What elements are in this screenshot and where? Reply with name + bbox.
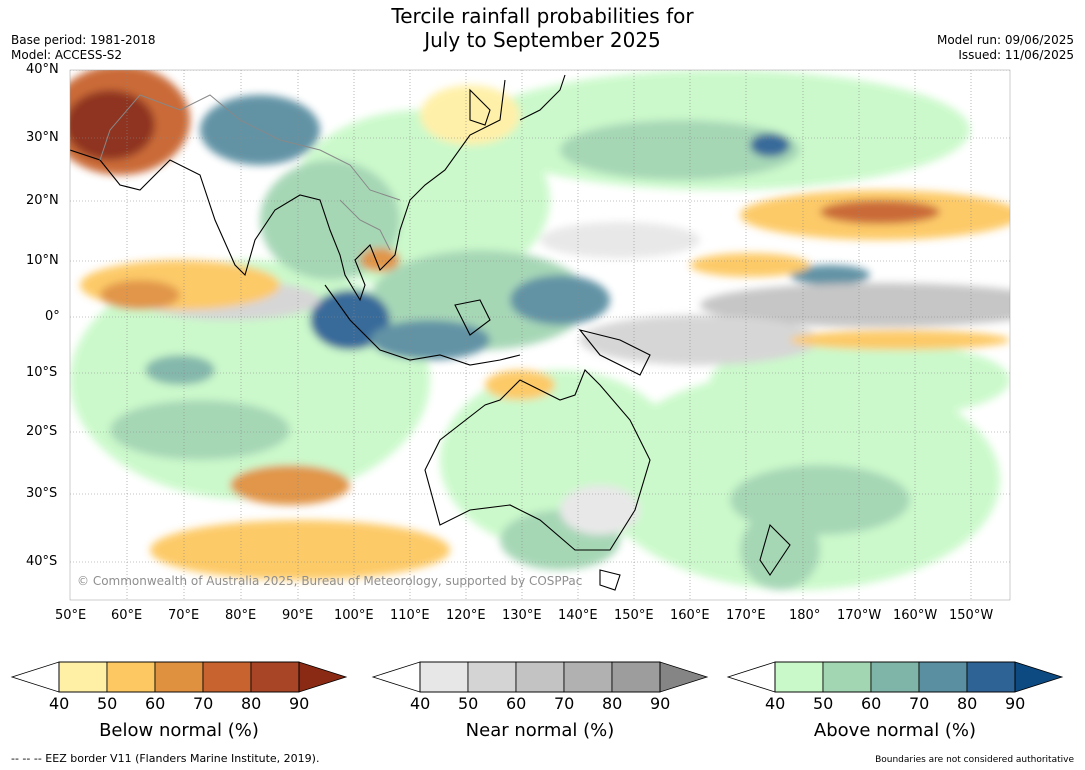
colorbar-near-swatch [563, 661, 613, 693]
colorbar-tick: 60 [145, 694, 166, 713]
tasmania-coastline [599, 569, 621, 591]
lon-label: 170°W [837, 608, 882, 623]
colorbar-near-swatch [419, 661, 469, 693]
colorbar-tick: 90 [1005, 694, 1026, 713]
colorbar-above-swatch [918, 661, 968, 693]
lat-label: 10°S [26, 365, 58, 380]
colorbar-tick: 90 [650, 694, 671, 713]
colorbar-tick: 80 [241, 694, 262, 713]
colorbar-tick: 90 [289, 694, 310, 713]
boundary-disclaimer: Boundaries are not considered authoritat… [875, 755, 1074, 765]
lon-label: 170°E [726, 608, 766, 623]
lon-label: 110°E [390, 608, 430, 623]
lon-label: 160°E [670, 608, 710, 623]
new-zealand-coastline [759, 523, 791, 576]
lon-label: 180° [789, 608, 821, 623]
country-borders [99, 94, 401, 251]
copyright-notice: © Commonwealth of Australia 2025, Bureau… [77, 574, 583, 588]
colorbar-tick: 60 [506, 694, 527, 713]
model-run: Model run: 09/06/2025 [936, 33, 1074, 47]
colorbar-tick: 60 [861, 694, 882, 713]
indonesia-coastline [324, 284, 521, 366]
map-title: Tercile rainfall probabilities for July … [0, 4, 1085, 52]
colorbar-near [371, 661, 709, 693]
lon-label: 50°E [55, 608, 87, 623]
colorbar-below-swatch [106, 661, 156, 693]
lon-label: 120°E [446, 608, 486, 623]
lon-label: 130°E [502, 608, 542, 623]
colorbar-above-swatch [966, 661, 1016, 693]
lat-label: 0° [45, 309, 60, 324]
colorbar-above-label: Above normal (%) [813, 720, 977, 741]
colorbar-tick: 70 [554, 694, 575, 713]
colorbar-near-label: Near normal (%) [465, 720, 615, 741]
graticule [70, 70, 1010, 600]
model-name: Model: ACCESS-S2 [11, 48, 123, 62]
lon-label: 150°E [614, 608, 654, 623]
eez-border-note: -- -- -- EEZ border V11 (Flanders Marine… [11, 752, 320, 765]
lat-label: 40°N [26, 62, 59, 77]
lon-label: 60°E [111, 608, 143, 623]
colorbar-below-swatch [58, 661, 108, 693]
lon-label: 140°E [558, 608, 598, 623]
colorbar-above-swatch [774, 661, 824, 693]
lat-label: 20°N [26, 193, 59, 208]
colorbar-tick: 50 [813, 694, 834, 713]
base-period: Base period: 1981-2018 [11, 33, 156, 47]
title-line-1: Tercile rainfall probabilities for [391, 4, 694, 28]
colorbar-tick: 50 [458, 694, 479, 713]
colorbar-below-swatch [298, 661, 348, 693]
lat-label: 10°N [26, 253, 59, 268]
colorbar-above [726, 661, 1064, 693]
japan-coastline [519, 74, 566, 121]
coastlines [70, 74, 791, 591]
title-line-2: July to September 2025 [424, 28, 661, 52]
lon-label: 160°W [893, 608, 938, 623]
colorbar-below-swatch [154, 661, 204, 693]
lat-label: 30°S [26, 486, 58, 501]
meta-right: Model run: 09/06/2025 Issued: 11/06/2025 [937, 33, 1074, 63]
lon-label: 150°W [949, 608, 994, 623]
colorbar-tick: 40 [765, 694, 786, 713]
colorbar-near-swatch [515, 661, 565, 693]
colorbar-tick: 70 [193, 694, 214, 713]
colorbar-below-swatch [202, 661, 252, 693]
colorbar-near-swatch [611, 661, 661, 693]
colorbar-below-label: Below normal (%) [99, 720, 259, 741]
colorbar-above-swatch [1014, 661, 1064, 693]
lon-label: 70°E [168, 608, 200, 623]
colorbar-above-swatch [822, 661, 872, 693]
meta-left: Base period: 1981-2018 Model: ACCESS-S2 [11, 33, 156, 63]
colorbar-tick: 40 [49, 694, 70, 713]
lon-label: 90°E [282, 608, 314, 623]
asia-coastline [70, 79, 506, 302]
australia-coastline [424, 369, 651, 551]
borneo-coastline [454, 299, 491, 336]
colorbar-tick: 50 [97, 694, 118, 713]
colorbar-near-swatch [659, 661, 709, 693]
colorbar-near-swatch [467, 661, 517, 693]
colorbar-tick: 80 [602, 694, 623, 713]
lon-label: 80°E [225, 608, 257, 623]
lat-label: 30°N [26, 130, 59, 145]
colorbar-tick: 80 [957, 694, 978, 713]
colorbar-below [10, 661, 348, 693]
colorbar-tick: 70 [909, 694, 930, 713]
colorbar-tick: 40 [410, 694, 431, 713]
lat-label: 20°S [26, 424, 58, 439]
issued-date: Issued: 11/06/2025 [958, 48, 1074, 62]
colorbar-above-swatch [870, 661, 920, 693]
colorbar-below-swatch [250, 661, 300, 693]
probability-field [70, 70, 1010, 600]
lon-label: 100°E [334, 608, 374, 623]
korea-coastline [469, 88, 491, 126]
new-guinea-coastline [578, 329, 651, 376]
lat-label: 40°S [26, 554, 58, 569]
